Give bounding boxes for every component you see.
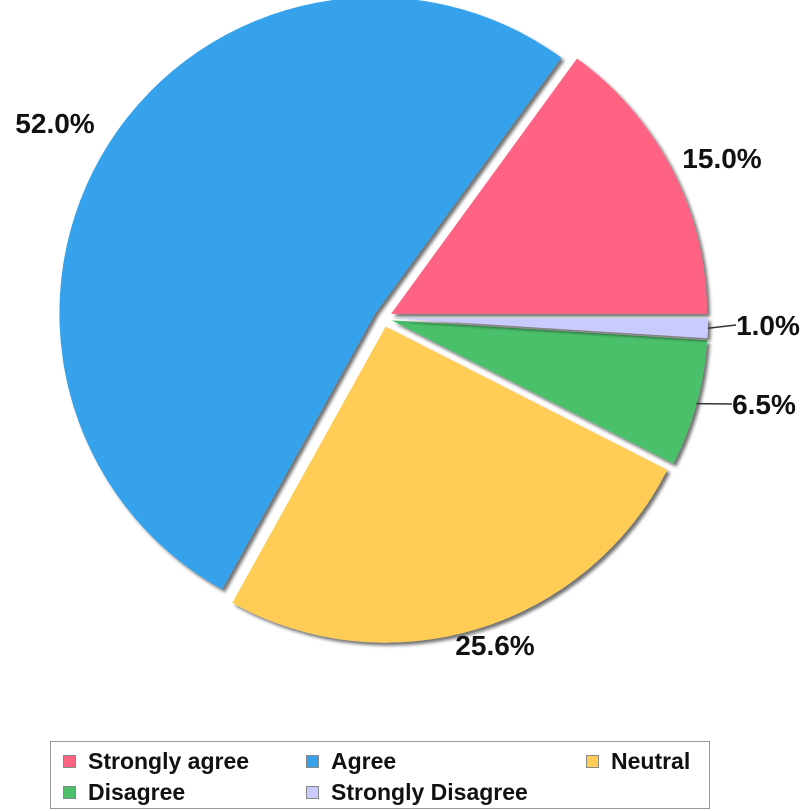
legend-item-agree: Agree [306, 747, 396, 775]
legend-label: Neutral [611, 747, 691, 774]
label-leader-line [707, 324, 737, 329]
legend-swatch [586, 754, 599, 768]
data-label-agree: 52.0% [15, 108, 94, 139]
legend-item-strongly-disagree: Strongly Disagree [306, 778, 528, 806]
pie-slice-disagree [391, 320, 708, 464]
data-label-disagree: 6.5% [732, 389, 796, 420]
pie-slice-agree [59, 0, 562, 590]
legend-swatch [306, 754, 319, 768]
data-label-strongly-agree: 15.0% [682, 143, 761, 174]
pie-chart: 15.0% 52.0% 25.6% 6.5% 1.0% [15, 0, 800, 661]
legend-item-neutral: Neutral [586, 747, 690, 775]
legend-label: Disagree [88, 778, 186, 805]
legend-label: Agree [331, 747, 397, 774]
legend-item-disagree: Disagree [63, 778, 185, 806]
legend-swatch [63, 754, 76, 768]
legend-item-strongly-agree: Strongly agree [63, 747, 249, 775]
pie-slice-neutral [232, 326, 668, 643]
legend-swatch [63, 785, 76, 799]
data-label-neutral: 25.6% [455, 630, 534, 661]
legend-label: Strongly Disagree [331, 778, 528, 805]
data-label-strongly-disagree: 1.0% [736, 310, 800, 341]
legend-swatch [306, 785, 319, 799]
pie-slice-strongly-agree [391, 58, 708, 314]
chart-legend: Strongly agree Agree Neutral Disagree St… [50, 741, 710, 809]
pie-slice-strongly-disagree [391, 318, 708, 339]
legend-label: Strongly agree [88, 747, 250, 774]
